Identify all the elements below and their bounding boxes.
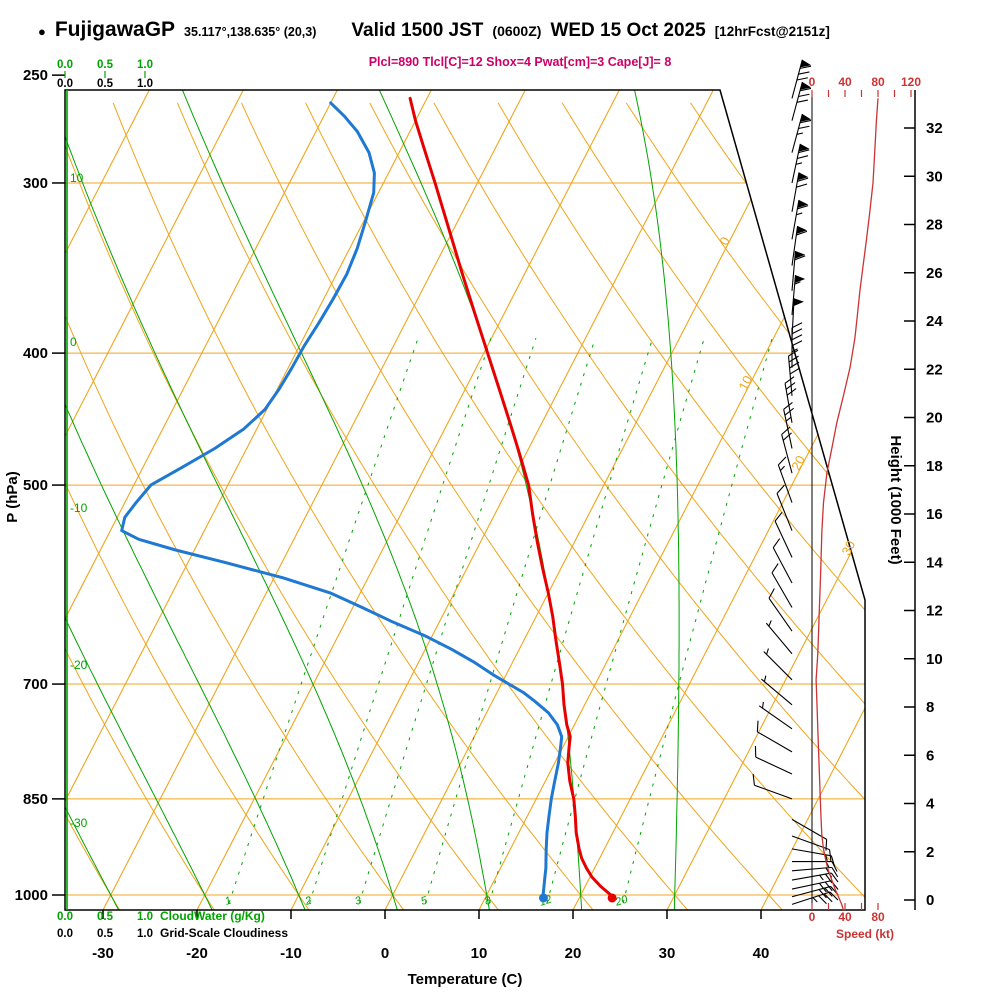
svg-text:1000: 1000	[15, 887, 48, 904]
svg-text:0.0: 0.0	[57, 911, 73, 923]
svg-text:20: 20	[613, 893, 630, 909]
svg-text:-30: -30	[70, 816, 88, 830]
svg-text:120: 120	[901, 75, 921, 89]
svg-text:0: 0	[926, 892, 934, 909]
svg-text:6: 6	[926, 747, 934, 764]
valid-time: Valid 1500 JST	[351, 20, 484, 41]
svg-text:-10: -10	[280, 945, 302, 962]
station-bullet-icon: ●	[38, 24, 46, 39]
svg-text:3: 3	[354, 894, 364, 908]
svg-text:Height (1000 Feet): Height (1000 Feet)	[887, 435, 904, 564]
svg-text:CloudWater (g/Kg): CloudWater (g/Kg)	[160, 909, 265, 923]
svg-text:22: 22	[926, 361, 943, 378]
svg-text:0.5: 0.5	[97, 59, 114, 71]
svg-text:8: 8	[483, 894, 493, 908]
valid-date: WED 15 Oct 2025	[550, 20, 706, 41]
svg-text:2: 2	[926, 844, 934, 861]
svg-text:P (hPa): P (hPa)	[4, 471, 21, 522]
svg-text:80: 80	[871, 910, 885, 924]
svg-text:1.0: 1.0	[137, 928, 153, 940]
svg-text:-20: -20	[70, 658, 88, 672]
stability-params: Plcl=890 Tlcl[C]=12 Shox=4 Pwat[cm]=3 Ca…	[368, 55, 672, 69]
svg-text:30: 30	[838, 538, 858, 558]
valid-time-utc: (0600Z)	[492, 23, 542, 39]
svg-text:0.5: 0.5	[97, 911, 114, 923]
svg-text:0.5: 0.5	[97, 928, 114, 940]
svg-text:12: 12	[926, 603, 943, 620]
svg-text:28: 28	[926, 217, 943, 234]
svg-text:0.0: 0.0	[57, 928, 73, 940]
svg-text:0.0: 0.0	[57, 78, 73, 90]
svg-text:8: 8	[926, 699, 934, 716]
svg-text:850: 850	[23, 791, 48, 808]
svg-text:250: 250	[23, 67, 48, 84]
svg-text:-30: -30	[92, 945, 114, 962]
station-coords: 35.117°,138.635° (20,3)	[184, 25, 317, 39]
svg-text:700: 700	[23, 676, 48, 693]
svg-text:Grid-Scale Cloudiness: Grid-Scale Cloudiness	[160, 926, 288, 940]
svg-text:20: 20	[926, 410, 943, 427]
svg-text:32: 32	[926, 120, 943, 137]
svg-text:80: 80	[871, 75, 885, 89]
svg-text:30: 30	[659, 945, 676, 962]
title: ● FujigawaGP 35.117°,138.635° (20,3) Val…	[38, 18, 988, 42]
svg-text:40: 40	[838, 910, 852, 924]
svg-text:1.0: 1.0	[137, 911, 153, 923]
svg-text:0: 0	[809, 75, 816, 89]
svg-text:0.5: 0.5	[97, 78, 114, 90]
svg-text:1.0: 1.0	[137, 78, 153, 90]
svg-text:24: 24	[926, 313, 943, 330]
svg-text:16: 16	[926, 506, 943, 523]
svg-text:500: 500	[23, 477, 48, 494]
svg-text:20: 20	[565, 945, 582, 962]
svg-text:20: 20	[788, 453, 808, 473]
svg-text:-10: -10	[70, 501, 88, 515]
svg-text:10: 10	[926, 651, 943, 668]
svg-text:40: 40	[753, 945, 770, 962]
svg-text:400: 400	[23, 345, 48, 362]
svg-text:0: 0	[716, 234, 733, 247]
svg-text:300: 300	[23, 175, 48, 192]
forecast-lead: [12hrFcst@2151z]	[714, 24, 830, 39]
svg-text:0.0: 0.0	[57, 59, 73, 71]
svg-text:5: 5	[419, 894, 429, 908]
svg-text:30: 30	[926, 168, 943, 185]
svg-text:18: 18	[926, 458, 943, 475]
svg-text:10: 10	[471, 945, 488, 962]
station-name: FujigawaGP	[54, 18, 176, 41]
svg-text:0: 0	[809, 910, 816, 924]
svg-text:4: 4	[926, 796, 935, 813]
svg-text:2: 2	[303, 894, 313, 908]
svg-text:-20: -20	[186, 945, 208, 962]
svg-text:40: 40	[838, 75, 852, 89]
svg-text:26: 26	[926, 265, 943, 282]
svg-text:10: 10	[735, 373, 755, 393]
svg-text:Temperature (C): Temperature (C)	[408, 971, 523, 988]
svg-text:1.0: 1.0	[137, 59, 153, 71]
svg-text:Speed (kt): Speed (kt)	[836, 927, 894, 941]
svg-text:0: 0	[381, 945, 389, 962]
svg-text:0: 0	[70, 335, 77, 349]
svg-text:10: 10	[70, 171, 84, 185]
svg-text:14: 14	[926, 554, 943, 571]
svg-text:1: 1	[223, 894, 233, 907]
